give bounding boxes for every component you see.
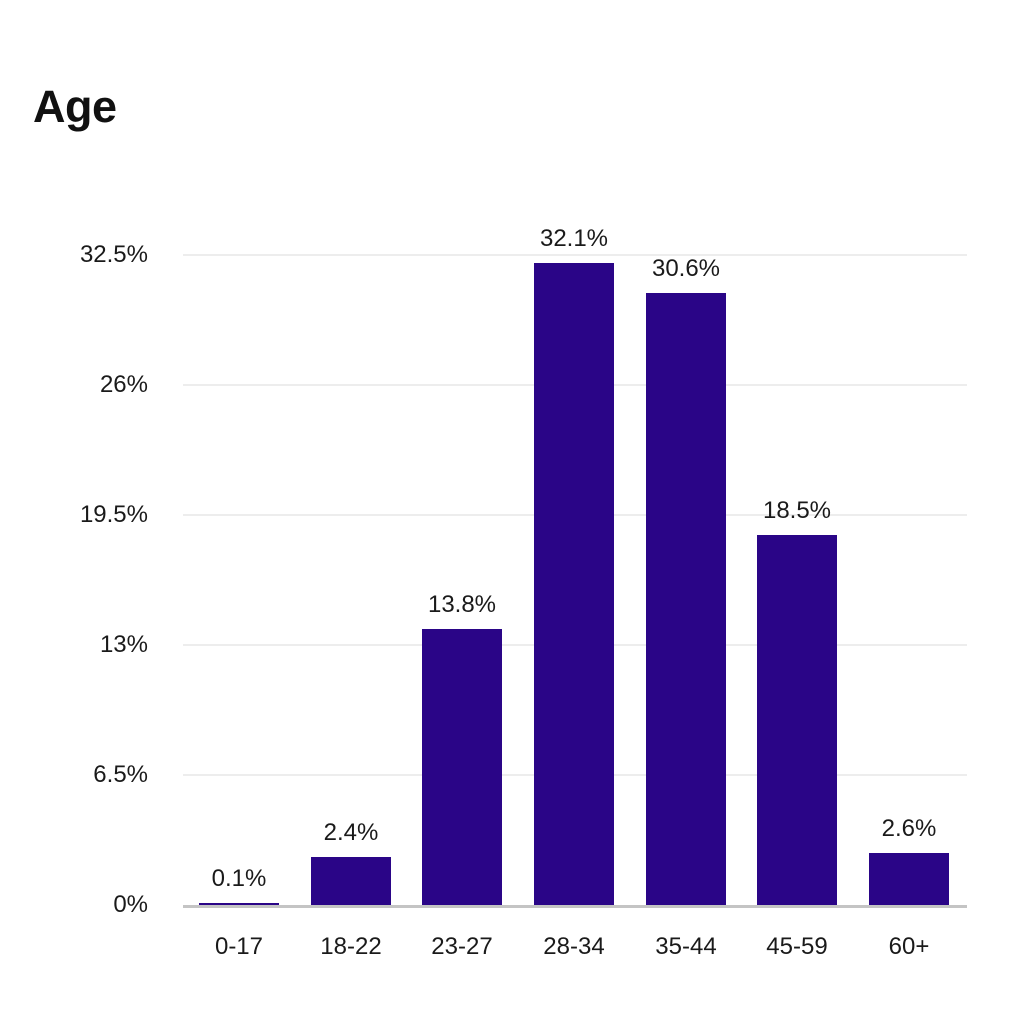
x-axis-category-label: 0-17 [214, 933, 264, 960]
bar-35-44 [646, 293, 726, 905]
bar-value-label: 18.5% [762, 497, 832, 524]
bar-value-label: 2.4% [323, 819, 379, 846]
y-axis-tick-label: 13% [99, 631, 148, 658]
bar-28-34 [534, 263, 614, 905]
y-axis-tick-label: 6.5% [93, 761, 148, 788]
x-axis-category-label: 28-34 [543, 933, 605, 960]
bar-value-label: 0.1% [211, 865, 267, 892]
x-axis-category-label: 60+ [888, 933, 930, 960]
bar-value-label: 2.6% [881, 815, 937, 842]
x-axis-category-label: 35-44 [655, 933, 717, 960]
bar-45-59 [757, 535, 837, 905]
x-axis-category-label: 45-59 [766, 933, 828, 960]
y-axis-tick-label: 32.5% [79, 241, 148, 268]
bar-value-label: 32.1% [539, 225, 609, 252]
bar-value-label: 13.8% [427, 591, 497, 618]
x-axis-category-label: 23-27 [431, 933, 493, 960]
gridline [183, 254, 967, 256]
chart-title: Age [33, 81, 117, 132]
x-axis-category-label: 18-22 [320, 933, 382, 960]
bar-23-27 [422, 629, 502, 905]
bar-60+ [869, 853, 949, 905]
bar-0-17 [199, 903, 279, 905]
bar-18-22 [311, 857, 391, 905]
x-axis-line [183, 905, 967, 908]
y-axis-tick-label: 19.5% [79, 501, 148, 528]
y-axis-tick-label: 26% [99, 371, 148, 398]
bar-value-label: 30.6% [651, 255, 721, 282]
y-axis-tick-label: 0% [113, 891, 148, 918]
